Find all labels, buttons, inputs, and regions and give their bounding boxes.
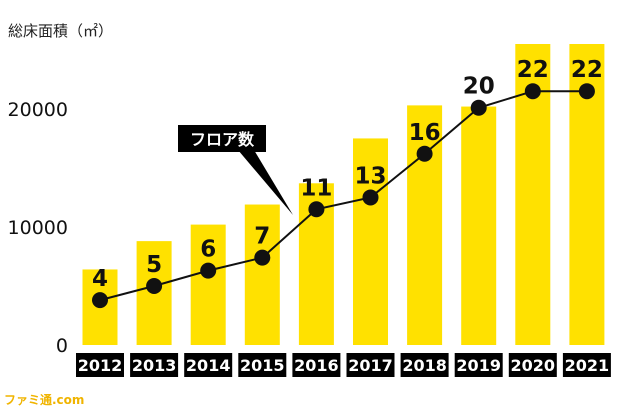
x-label-box: [184, 353, 233, 377]
line-point: [470, 99, 487, 116]
x-tick-label: 2013: [132, 356, 177, 375]
data-label: 16: [409, 120, 441, 146]
x-tick-label: 2014: [186, 356, 231, 375]
line-point: [308, 201, 325, 218]
y-axis-title: 総床面積（㎡）: [8, 22, 113, 40]
x-label-box: [292, 353, 341, 377]
x-label-box: [76, 353, 124, 377]
x-label-box: [562, 353, 611, 377]
series-line: [99, 90, 587, 302]
annotation-label: フロア数: [190, 130, 255, 149]
x-tick-label: 2021: [565, 356, 610, 375]
x-label-box: [238, 353, 287, 377]
bar: [461, 106, 497, 345]
annotation: フロア数: [178, 125, 293, 215]
bar: [190, 224, 226, 345]
data-label: 22: [571, 57, 603, 83]
data-label: 6: [200, 237, 216, 263]
y-tick-label: 10000: [8, 217, 68, 239]
line-point: [146, 277, 163, 294]
data-label: 13: [354, 163, 386, 189]
line-point: [254, 249, 271, 266]
x-tick-label: 2016: [294, 356, 339, 375]
line-point: [92, 292, 108, 309]
line-point: [524, 83, 541, 100]
x-labels: 2012 2013 2014 2015 2016 2017 2018 2019 2020 2021: [76, 353, 611, 377]
x-label-box: [508, 353, 557, 377]
y-ticks: 0 10000 20000: [8, 99, 68, 357]
data-label: 11: [300, 175, 332, 201]
watermark-logo: ファミ通.com: [4, 392, 84, 407]
line-point: [416, 145, 433, 162]
bar: [353, 138, 388, 345]
x-tick-label: 2017: [348, 356, 393, 375]
x-tick-label: 2018: [402, 356, 447, 375]
bar: [407, 105, 443, 345]
floor-line: 4 5 6 7 11 13 16 20 22 22: [92, 57, 603, 309]
x-tick-label: 2015: [240, 356, 285, 375]
bars: [82, 44, 605, 345]
x-tick-label: 2019: [456, 356, 501, 375]
y-tick-label: 0: [56, 335, 68, 357]
data-label: 7: [254, 224, 270, 250]
data-label: 5: [146, 252, 162, 278]
x-tick-label: 2020: [511, 356, 556, 375]
data-label: 4: [92, 266, 108, 292]
line-point: [578, 83, 595, 100]
x-label-box: [346, 353, 395, 377]
line-point: [362, 189, 379, 206]
data-label: 22: [517, 57, 549, 83]
x-label-box: [130, 353, 179, 377]
bar: [244, 204, 280, 345]
data-label: 20: [463, 74, 495, 100]
x-label-box: [400, 353, 449, 377]
annotation-pointer: [238, 150, 293, 215]
y-tick-label: 20000: [8, 99, 68, 121]
line-point: [200, 262, 217, 279]
x-label-box: [454, 353, 503, 377]
x-tick-label: 2012: [78, 356, 123, 375]
annotation-box: [178, 125, 266, 152]
